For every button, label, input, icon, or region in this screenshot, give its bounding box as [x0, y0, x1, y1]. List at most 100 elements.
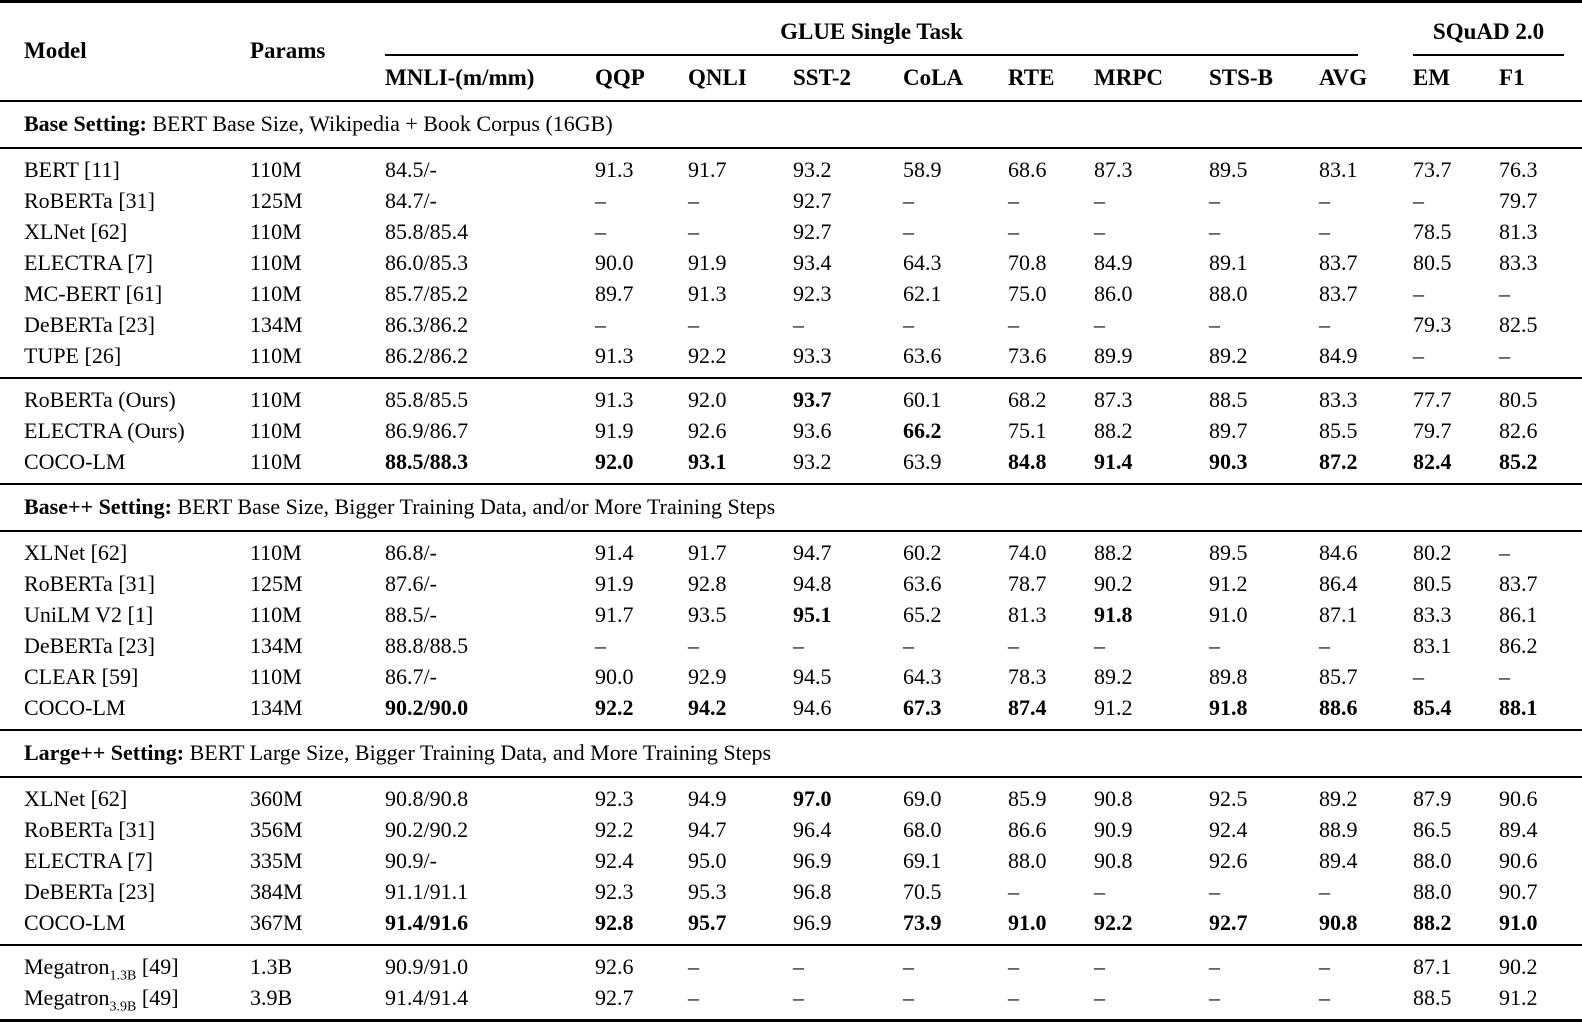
- cell-stsb: 90.3: [1209, 448, 1248, 474]
- section-title: Large++ Setting:: [24, 740, 185, 765]
- cell-mrpc: 84.9: [1094, 249, 1133, 275]
- cell-stsb: 92.5: [1209, 785, 1248, 811]
- cell-qqp: 91.3: [595, 156, 634, 182]
- cell-cola: 70.5: [903, 878, 942, 904]
- model-cell: RoBERTa (Ours): [0, 376, 250, 415]
- col-header-rte: RTE: [1008, 55, 1094, 102]
- cell-mnli: 90.2/90.0: [385, 694, 469, 720]
- cell-mnli: 86.8/-: [385, 539, 437, 565]
- cell-rte: 87.4: [1008, 694, 1047, 720]
- cell-sst2: –: [793, 632, 804, 658]
- cell-cola: 63.6: [903, 570, 942, 596]
- params-column-header: Params: [250, 1, 385, 102]
- cell-mnli: 84.5/-: [385, 156, 437, 182]
- cell-stsb: 89.7: [1209, 417, 1248, 443]
- section-heading: Base Setting: BERT Base Size, Wikipedia …: [0, 99, 1582, 149]
- col-header-qnli: QNLI: [688, 55, 793, 102]
- model-name: DeBERTa: [24, 311, 113, 337]
- cell-qnli: –: [688, 311, 699, 337]
- cell-qqp: 92.3: [595, 878, 634, 904]
- cell-f1: 82.5: [1499, 311, 1538, 337]
- cell-mnli: 88.5/88.3: [385, 448, 469, 474]
- table-row: DeBERTa [23] 134M 88.8/88.5– – – – – – – –83.1 86.…: [0, 630, 1582, 661]
- cell-mnli: 90.9/-: [385, 847, 437, 873]
- cell-qqp: 92.3: [595, 785, 634, 811]
- cell-avg: –: [1319, 878, 1330, 904]
- citation-ref: [61]: [120, 280, 163, 306]
- cell-qnli: 92.8: [688, 570, 727, 596]
- cell-avg: 85.7: [1319, 663, 1358, 689]
- cell-qnli: 93.5: [688, 601, 727, 627]
- cell-avg: 84.6: [1319, 539, 1358, 565]
- table-row: Megatron1.3B [49] 1.3B 90.9/91.0 92.6– – – – – –…: [0, 943, 1582, 982]
- cell-qnli: –: [688, 632, 699, 658]
- citation-ref: [1]: [122, 601, 154, 627]
- cell-em: –: [1413, 187, 1425, 213]
- cell-em: 80.5: [1413, 570, 1452, 596]
- cell-cola: –: [903, 187, 914, 213]
- cell-mnli: 91.1/91.1: [385, 878, 469, 904]
- cell-cola: 62.1: [903, 280, 942, 306]
- section-heading-row: Base++ Setting: BERT Base Size, Bigger T…: [0, 482, 1582, 532]
- cell-cola: 68.0: [903, 816, 942, 842]
- citation-ref: [23]: [112, 632, 155, 658]
- col-header-qqp: QQP: [595, 55, 688, 102]
- cell-mrpc: 88.2: [1094, 539, 1133, 565]
- cell-em: 80.2: [1413, 539, 1452, 565]
- cell-rte: 75.1: [1008, 417, 1047, 443]
- cell-mnli: 86.9/86.7: [385, 417, 469, 443]
- model-cell: UniLM V2 [1]: [0, 599, 250, 630]
- cell-mrpc: 88.2: [1094, 417, 1133, 443]
- glue-group-label: GLUE Single Task: [780, 18, 963, 44]
- cell-mrpc: 92.2: [1094, 909, 1133, 935]
- table-row: RoBERTa (Ours) 110M 85.8/85.5 91.3 92.0 93.7 6…: [0, 376, 1582, 415]
- cell-qnli: 91.7: [688, 539, 727, 565]
- cell-rte: –: [1008, 311, 1019, 337]
- cell-stsb: 92.4: [1209, 816, 1248, 842]
- model-cell: TUPE [26]: [0, 340, 250, 378]
- cell-cola: 58.9: [903, 156, 942, 182]
- table-row: Megatron3.9B [49] 3.9B 91.4/91.4 92.7– – – – – –…: [0, 982, 1582, 1021]
- cell-qqp: 92.7: [595, 984, 634, 1010]
- cell-avg: –: [1319, 218, 1330, 244]
- cell-sst2: 96.8: [793, 878, 832, 904]
- citation-ref: [62]: [85, 785, 128, 811]
- cell-em: 88.0: [1413, 847, 1452, 873]
- cell-rte: –: [1008, 984, 1019, 1010]
- cell-stsb: –: [1209, 187, 1220, 213]
- cell-mnli: 91.4/91.4: [385, 984, 469, 1010]
- cell-mrpc: 90.9: [1094, 816, 1133, 842]
- model-cell: ELECTRA [7]: [0, 845, 250, 876]
- model-cell: Megatron3.9B [49]: [0, 982, 250, 1021]
- cell-mnli: 88.8/88.5: [385, 632, 469, 658]
- table-row: TUPE [26] 110M 86.2/86.2 91.3 92.2 93.3 63.6 73…: [0, 340, 1582, 378]
- cell-cola: 64.3: [903, 663, 942, 689]
- cell-rte: 68.2: [1008, 376, 1094, 415]
- cell-sst2: 95.1: [793, 601, 832, 627]
- cell-mnli: 90.2/90.2: [385, 816, 469, 842]
- model-name: RoBERTa: [24, 570, 113, 596]
- params-cell: 110M: [250, 249, 302, 275]
- params-cell: 134M: [250, 311, 303, 337]
- cell-rte: –: [1008, 943, 1094, 982]
- cell-em: 77.7: [1413, 376, 1500, 415]
- cell-sst2: 94.8: [793, 570, 832, 596]
- cell-cola: –: [903, 218, 914, 244]
- cell-rte: 84.8: [1008, 448, 1047, 474]
- cell-em: 79.3: [1413, 311, 1452, 337]
- cell-avg: 88.6: [1319, 694, 1358, 720]
- model-name: CLEAR: [24, 663, 97, 689]
- cell-f1: 88.1: [1499, 694, 1538, 720]
- cell-f1: 83.7: [1499, 570, 1538, 596]
- model-name: COCO-LM: [24, 448, 126, 474]
- col-header-f1: F1: [1499, 55, 1582, 102]
- model-column-header: Model: [0, 1, 250, 102]
- cell-sst2: 93.2: [793, 448, 832, 474]
- cell-qqp: 92.8: [595, 909, 634, 935]
- cell-qnli: 93.1: [688, 448, 727, 474]
- citation-ref: [49]: [136, 953, 179, 979]
- section-heading: Base++ Setting: BERT Base Size, Bigger T…: [0, 482, 1582, 532]
- cell-sst2: 94.7: [793, 539, 832, 565]
- model-name: COCO-LM: [24, 909, 126, 935]
- cell-em: 87.9: [1413, 785, 1452, 811]
